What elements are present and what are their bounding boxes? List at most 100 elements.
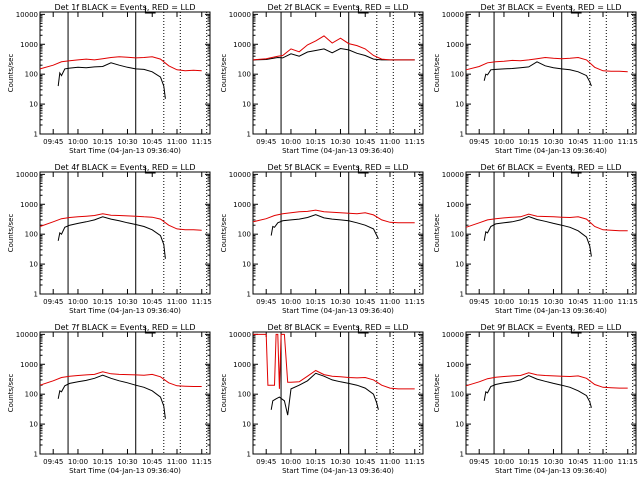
y-tick-label: 10000: [16, 171, 38, 179]
y-tick-label: 1: [247, 291, 251, 299]
y-tick-label: 1000: [20, 361, 38, 369]
x-tick-label: 11:15: [405, 298, 425, 306]
y-tick-label: 10: [29, 421, 38, 429]
y-tick-label: 100: [451, 231, 464, 239]
y-tick-label: 100: [25, 71, 38, 79]
chart-panel-5: Det 5f BLACK = Events, RED = LLD 1 10 100 10…: [220, 163, 425, 315]
y-tick-label: 100: [451, 391, 464, 399]
plot-frame: [465, 331, 637, 455]
y-tick-label: 100: [238, 71, 251, 79]
y-tick-label: 100: [25, 391, 38, 399]
plot-frame: [39, 171, 211, 295]
y-tick-label: 10000: [442, 171, 464, 179]
plot-frame: [465, 171, 637, 295]
y-axis-label: Counts/sec: [433, 374, 441, 413]
x-axis-label: Start Time (04-Jan-13 09:36:40): [282, 307, 394, 315]
series-line-events: [57, 374, 166, 419]
y-tick-label: 100: [238, 391, 251, 399]
series-line-lld: [465, 372, 628, 389]
x-tick-label: 10:45: [142, 458, 162, 466]
series-line-events: [57, 62, 166, 99]
x-tick-label: 10:15: [306, 298, 326, 306]
x-tick-label: 10:30: [330, 138, 350, 146]
x-tick-label: 11:15: [192, 458, 212, 466]
x-axis-label: Start Time (04-Jan-13 09:36:40): [495, 147, 607, 155]
series-line-lld: [252, 209, 415, 224]
y-axis-label: Counts/sec: [220, 374, 228, 413]
y-tick-label: 10: [242, 421, 251, 429]
y-tick-label: 1000: [233, 201, 251, 209]
x-tick-label: 10:15: [519, 458, 539, 466]
x-tick-label: 10:30: [543, 458, 563, 466]
x-tick-label: 09:45: [43, 138, 63, 146]
y-axis-label: Counts/sec: [220, 214, 228, 253]
x-tick-label: 11:00: [593, 138, 613, 146]
x-tick-label: 11:00: [593, 298, 613, 306]
y-tick-label: 1000: [446, 41, 464, 49]
x-tick-label: 10:45: [355, 458, 375, 466]
chart-panel-2: Det 2f BLACK = Events, RED = LLD 1 10 100 10…: [220, 3, 425, 155]
x-tick-label: 11:00: [380, 138, 400, 146]
y-tick-label: 1000: [20, 201, 38, 209]
chart-title: Det 9f BLACK = Events, RED = LLD: [480, 323, 621, 332]
x-tick-label: 11:15: [405, 138, 425, 146]
x-tick-label: 10:00: [68, 138, 88, 146]
x-tick-label: 11:15: [618, 458, 638, 466]
y-tick-label: 1: [34, 131, 38, 139]
chart-panel-9: Det 9f BLACK = Events, RED = LLD 1 10 100 10…: [433, 323, 638, 475]
y-axis-label: Counts/sec: [7, 214, 15, 253]
x-tick-label: 10:30: [543, 138, 563, 146]
chart-panel-7: Det 7f BLACK = Events, RED = LLD 1 10 100 10…: [7, 323, 212, 475]
x-axis-label: Start Time (04-Jan-13 09:36:40): [495, 307, 607, 315]
y-tick-label: 100: [238, 231, 251, 239]
chart-panel-4: Det 4f BLACK = Events, RED = LLD 1 10 100 10…: [7, 163, 212, 315]
x-tick-label: 10:45: [355, 138, 375, 146]
series-line-events: [252, 47, 415, 61]
x-tick-label: 10:45: [142, 138, 162, 146]
y-tick-label: 1: [34, 451, 38, 459]
y-tick-label: 10: [455, 261, 464, 269]
x-tick-label: 11:00: [593, 458, 613, 466]
x-tick-label: 10:45: [355, 298, 375, 306]
series-line-lld: [465, 213, 628, 232]
x-tick-label: 10:45: [568, 298, 588, 306]
x-tick-label: 10:15: [306, 138, 326, 146]
x-tick-label: 11:00: [167, 458, 187, 466]
x-tick-label: 10:15: [519, 298, 539, 306]
x-tick-label: 10:00: [494, 298, 514, 306]
x-tick-label: 10:15: [519, 138, 539, 146]
plot-frame: [39, 11, 211, 135]
chart-panel-6: Det 6f BLACK = Events, RED = LLD 1 10 100 10…: [433, 163, 638, 315]
x-tick-label: 10:15: [93, 458, 113, 466]
x-tick-label: 10:45: [568, 138, 588, 146]
x-tick-label: 10:00: [281, 458, 301, 466]
x-tick-label: 11:15: [192, 138, 212, 146]
x-tick-label: 10:00: [281, 138, 301, 146]
y-tick-label: 1: [247, 451, 251, 459]
x-tick-label: 09:45: [43, 298, 63, 306]
x-tick-label: 10:15: [93, 298, 113, 306]
chart-title: Det 8f BLACK = Events, RED = LLD: [267, 323, 408, 332]
x-tick-label: 11:00: [380, 298, 400, 306]
y-axis-label: Counts/sec: [7, 374, 15, 413]
plot-frame: [252, 171, 424, 295]
series-line-events: [483, 374, 592, 408]
y-tick-label: 10000: [229, 171, 251, 179]
y-tick-label: 10000: [442, 331, 464, 339]
x-axis-label: Start Time (04-Jan-13 09:36:40): [282, 467, 394, 475]
series-line-lld: [39, 213, 202, 231]
x-tick-label: 10:30: [330, 458, 350, 466]
plot-frame: [252, 11, 424, 135]
y-tick-label: 10: [29, 261, 38, 269]
y-tick-label: 1: [460, 451, 464, 459]
x-tick-label: 11:15: [618, 298, 638, 306]
chart-title: Det 6f BLACK = Events, RED = LLD: [480, 163, 621, 172]
x-tick-label: 09:45: [256, 138, 276, 146]
chart-title: Det 2f BLACK = Events, RED = LLD: [267, 3, 408, 12]
x-axis-label: Start Time (04-Jan-13 09:36:40): [282, 147, 394, 155]
x-tick-label: 10:00: [68, 298, 88, 306]
x-tick-label: 11:00: [380, 458, 400, 466]
x-tick-label: 10:45: [142, 298, 162, 306]
y-tick-label: 1000: [446, 201, 464, 209]
